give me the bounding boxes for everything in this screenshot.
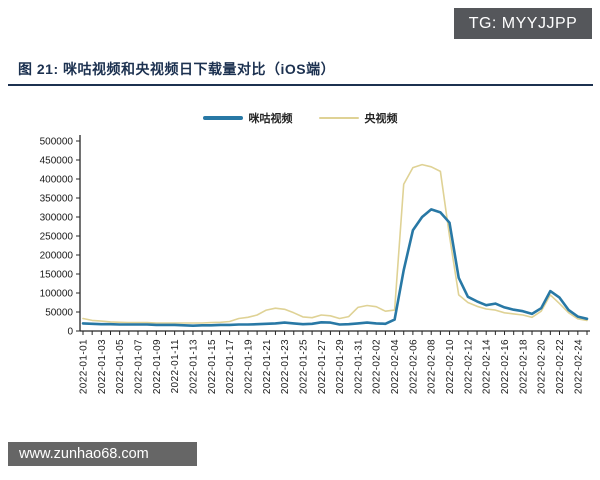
svg-text:2022-01-19: 2022-01-19 bbox=[243, 339, 254, 394]
svg-text:2022-02-20: 2022-02-20 bbox=[537, 339, 548, 394]
svg-text:450000: 450000 bbox=[40, 156, 74, 167]
svg-text:2022-02-02: 2022-02-02 bbox=[372, 339, 383, 394]
svg-text:2022-02-06: 2022-02-06 bbox=[408, 339, 419, 394]
svg-text:2022-01-03: 2022-01-03 bbox=[97, 339, 108, 394]
svg-text:350000: 350000 bbox=[40, 194, 74, 205]
svg-text:2022-01-09: 2022-01-09 bbox=[152, 339, 163, 394]
svg-text:2022-02-16: 2022-02-16 bbox=[500, 339, 511, 394]
svg-text:2022-02-12: 2022-02-12 bbox=[463, 339, 474, 394]
svg-text:0: 0 bbox=[67, 327, 73, 338]
svg-text:200000: 200000 bbox=[40, 251, 74, 262]
legend-item-migu: 咪咕视频 bbox=[202, 110, 293, 126]
svg-text:2022-01-07: 2022-01-07 bbox=[134, 339, 145, 394]
svg-text:2022-01-27: 2022-01-27 bbox=[317, 339, 328, 394]
svg-text:2022-01-25: 2022-01-25 bbox=[298, 339, 309, 394]
svg-text:2022-02-10: 2022-02-10 bbox=[445, 339, 456, 394]
svg-text:2022-01-31: 2022-01-31 bbox=[353, 339, 364, 394]
site-watermark: www.zunhao68.com bbox=[8, 442, 197, 466]
svg-text:2022-01-17: 2022-01-17 bbox=[225, 339, 236, 394]
migu-line-swatch bbox=[202, 116, 243, 120]
chart-legend: 咪咕视频 央视频 bbox=[0, 110, 600, 126]
svg-text:500000: 500000 bbox=[40, 137, 74, 148]
svg-text:2022-01-29: 2022-01-29 bbox=[335, 339, 346, 394]
svg-text:2022-02-18: 2022-02-18 bbox=[518, 339, 529, 394]
title-underline bbox=[8, 84, 593, 86]
svg-text:400000: 400000 bbox=[40, 175, 74, 186]
svg-text:100000: 100000 bbox=[40, 289, 74, 300]
svg-text:2022-01-01: 2022-01-01 bbox=[79, 339, 90, 394]
svg-text:150000: 150000 bbox=[40, 270, 74, 281]
svg-text:2022-01-21: 2022-01-21 bbox=[262, 339, 273, 394]
tg-contact-badge: TG: MYYJJPP bbox=[454, 8, 592, 39]
svg-text:2022-02-08: 2022-02-08 bbox=[427, 339, 438, 394]
svg-text:2022-02-14: 2022-02-14 bbox=[482, 339, 493, 394]
svg-text:2022-02-04: 2022-02-04 bbox=[390, 339, 401, 394]
site-watermark-text: www.zunhao68.com bbox=[19, 446, 149, 462]
svg-text:2022-01-05: 2022-01-05 bbox=[115, 339, 126, 394]
svg-text:300000: 300000 bbox=[40, 213, 74, 224]
svg-text:50000: 50000 bbox=[45, 308, 73, 319]
legend-item-cctv: 央视频 bbox=[318, 110, 398, 126]
downloads-line-chart: 0 50000 100000 150000 200000 250000 300000 3500… bbox=[40, 135, 590, 394]
svg-text:2022-01-23: 2022-01-23 bbox=[280, 339, 291, 394]
cctv-line-swatch bbox=[318, 117, 359, 119]
legend-label-cctv: 央视频 bbox=[364, 113, 398, 125]
svg-text:2022-02-22: 2022-02-22 bbox=[555, 339, 566, 394]
figure-title: 图 21: 咪咕视频和央视频日下载量对比（iOS端） bbox=[18, 61, 336, 77]
svg-text:2022-01-15: 2022-01-15 bbox=[207, 339, 218, 394]
legend-label-migu: 咪咕视频 bbox=[248, 113, 293, 125]
svg-text:2022-01-13: 2022-01-13 bbox=[189, 339, 200, 394]
tg-contact-text: TG: MYYJJPP bbox=[468, 14, 578, 32]
svg-text:2022-02-24: 2022-02-24 bbox=[573, 339, 584, 394]
svg-text:250000: 250000 bbox=[40, 232, 74, 243]
svg-text:2022-01-11: 2022-01-11 bbox=[170, 339, 181, 393]
